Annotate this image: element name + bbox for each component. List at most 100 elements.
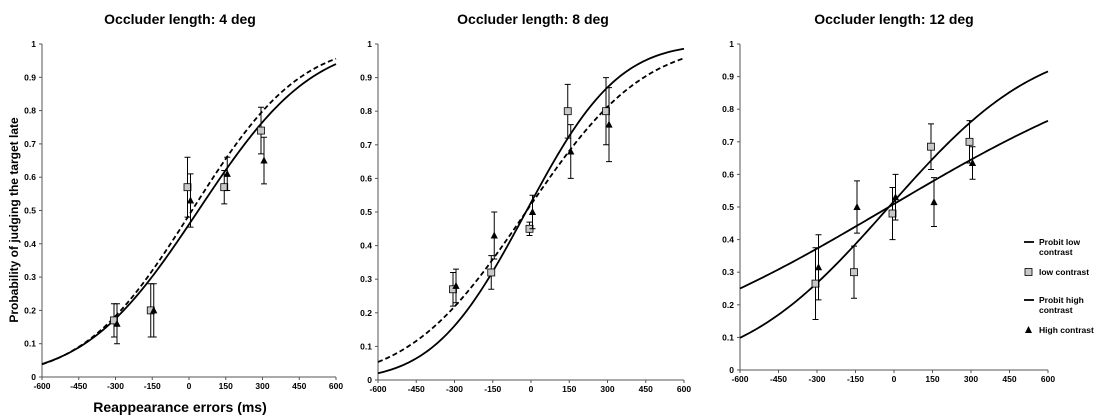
y-tick-label: 0.6 — [360, 173, 372, 183]
x-tick-label: -450 — [770, 374, 787, 384]
high-contrast-point — [891, 193, 900, 201]
probit-fit-line — [377, 57, 685, 363]
x-tick-label: 0 — [892, 374, 897, 384]
x-tick-label: -300 — [446, 384, 463, 394]
y-tick-label: 0.1 — [24, 339, 36, 349]
low-contrast-point — [602, 107, 610, 116]
legend-square-icon — [1024, 268, 1033, 276]
x-tick-label: -150 — [484, 384, 501, 394]
y-tick-label: 0.4 — [24, 239, 36, 249]
panel-occluder-12deg: Occluder length: 12 deg 0 0.1 0.2 0.3 0.4 0.5… — [722, 11, 1055, 384]
high-contrast-point — [186, 196, 195, 204]
high-contrast-point — [605, 120, 613, 128]
x-tick-label: 0 — [187, 381, 192, 391]
high-contrast-point — [150, 306, 158, 314]
y-tick-label: 0 — [367, 375, 372, 385]
y-tick-label: 0.8 — [360, 106, 372, 116]
y-tick-label: 0.4 — [360, 241, 372, 251]
x-axis-label: Reappearance errors (ms) — [93, 399, 267, 415]
y-tick-label: 0.9 — [722, 72, 734, 82]
y-tick-label: 0.6 — [24, 172, 36, 182]
x-tick-label: 450 — [1002, 374, 1016, 384]
panel-occluder-8deg: Occluder length: 8 deg 00.10.20.30.40.50… — [360, 11, 691, 394]
x-tick-label: 300 — [964, 374, 978, 384]
x-tick-label: 150 — [925, 374, 939, 384]
x-tick-label: 0 — [529, 384, 534, 394]
probit-fit-line — [377, 47, 685, 375]
legend-label: Probit high — [1039, 295, 1084, 305]
legend-label: low contrast — [1039, 267, 1089, 277]
x-tick-label: 600 — [1041, 374, 1055, 384]
panel-title: Occluder length: 12 deg — [814, 11, 973, 27]
panel-title: Occluder length: 8 deg — [457, 11, 609, 27]
high-contrast-point — [223, 169, 231, 177]
x-tick-label: 150 — [562, 384, 576, 394]
high-contrast-point — [814, 263, 823, 271]
panel-title: Occluder length: 4 deg — [104, 11, 256, 27]
y-tick-label: 0.7 — [24, 139, 36, 149]
x-tick-label: 600 — [329, 381, 343, 391]
legend-triangle-icon — [1025, 326, 1032, 333]
x-tick-label: -450 — [70, 381, 87, 391]
low-contrast-point — [257, 126, 265, 135]
probit-fit-line — [41, 63, 337, 365]
y-tick-label: 0.3 — [360, 274, 372, 284]
x-tick-label: 450 — [292, 381, 306, 391]
x-tick-label: 450 — [639, 384, 653, 394]
x-tick-label: -300 — [808, 374, 825, 384]
y-tick-label: 0.7 — [722, 137, 734, 147]
x-tick-label: 600 — [677, 384, 691, 394]
x-tick-label: -300 — [107, 381, 124, 391]
high-contrast-point — [528, 208, 537, 215]
legend-label: contrast — [1039, 305, 1073, 315]
y-tick-label: 0.6 — [722, 169, 734, 179]
x-tick-label: 300 — [600, 384, 614, 394]
high-contrast-point — [113, 319, 121, 327]
low-contrast-point — [888, 209, 897, 218]
y-tick-label: 0 — [729, 365, 734, 375]
plot-area: 0 0.1 0.2 0.3 0.4 0.5 0.6 0.7 0.8 0.9 1 -600 -450 -30… — [24, 39, 343, 391]
y-tick-label: 0.7 — [360, 140, 372, 150]
y-axis-label: Probability of judging the target late — [7, 117, 21, 323]
low-contrast-point — [487, 268, 496, 277]
low-contrast-point — [811, 279, 820, 288]
low-contrast-point — [965, 137, 974, 146]
low-contrast-point — [183, 183, 192, 192]
plot-area: 0 0.1 0.2 0.3 0.4 0.5 0.6 0.7 0.8 0.9 1 -600 -450 -30… — [360, 39, 691, 394]
x-tick-label: -600 — [33, 381, 50, 391]
y-tick-label: 0.8 — [722, 104, 734, 114]
x-tick-label: 150 — [219, 381, 233, 391]
high-contrast-point — [853, 203, 861, 210]
panel-occluder-4deg: Occluder length: 4 deg 00.10.20.30.40.50… — [24, 11, 343, 391]
legend-label: High contrast — [1039, 325, 1094, 335]
y-tick-label: 0.2 — [360, 308, 372, 318]
y-tick-label: 0.9 — [24, 72, 36, 82]
y-tick-label: 0.2 — [24, 305, 36, 315]
x-tick-label: -600 — [369, 384, 386, 394]
low-contrast-point — [927, 142, 935, 151]
low-contrast-point — [563, 107, 572, 116]
legend-label: Probit low — [1039, 237, 1080, 247]
y-tick-label: 0.4 — [722, 235, 734, 245]
x-tick-label: -150 — [144, 381, 161, 391]
high-contrast-point — [260, 156, 268, 164]
y-tick-label: 0.3 — [722, 267, 734, 277]
high-contrast-point — [567, 147, 575, 155]
y-tick-label: 0.1 — [360, 341, 372, 351]
y-tick-label: 0.1 — [722, 332, 734, 342]
y-tick-label: 0.5 — [722, 202, 734, 212]
probit-fit-line — [739, 119, 1049, 290]
high-contrast-point — [930, 198, 938, 206]
legend-label: contrast — [1039, 247, 1073, 257]
y-tick-label: 0.9 — [360, 73, 372, 83]
high-contrast-point — [968, 158, 977, 166]
plot-area: 0 0.1 0.2 0.3 0.4 0.5 0.6 0.7 0.8 0.9 1 -600 -450 -30… — [722, 39, 1055, 384]
y-tick-label: 0.2 — [722, 300, 734, 310]
x-tick-label: -150 — [847, 374, 864, 384]
x-tick-label: 300 — [255, 381, 269, 391]
y-tick-label: 0 — [31, 372, 36, 382]
low-contrast-point — [850, 268, 858, 277]
low-contrast-point — [220, 183, 229, 192]
